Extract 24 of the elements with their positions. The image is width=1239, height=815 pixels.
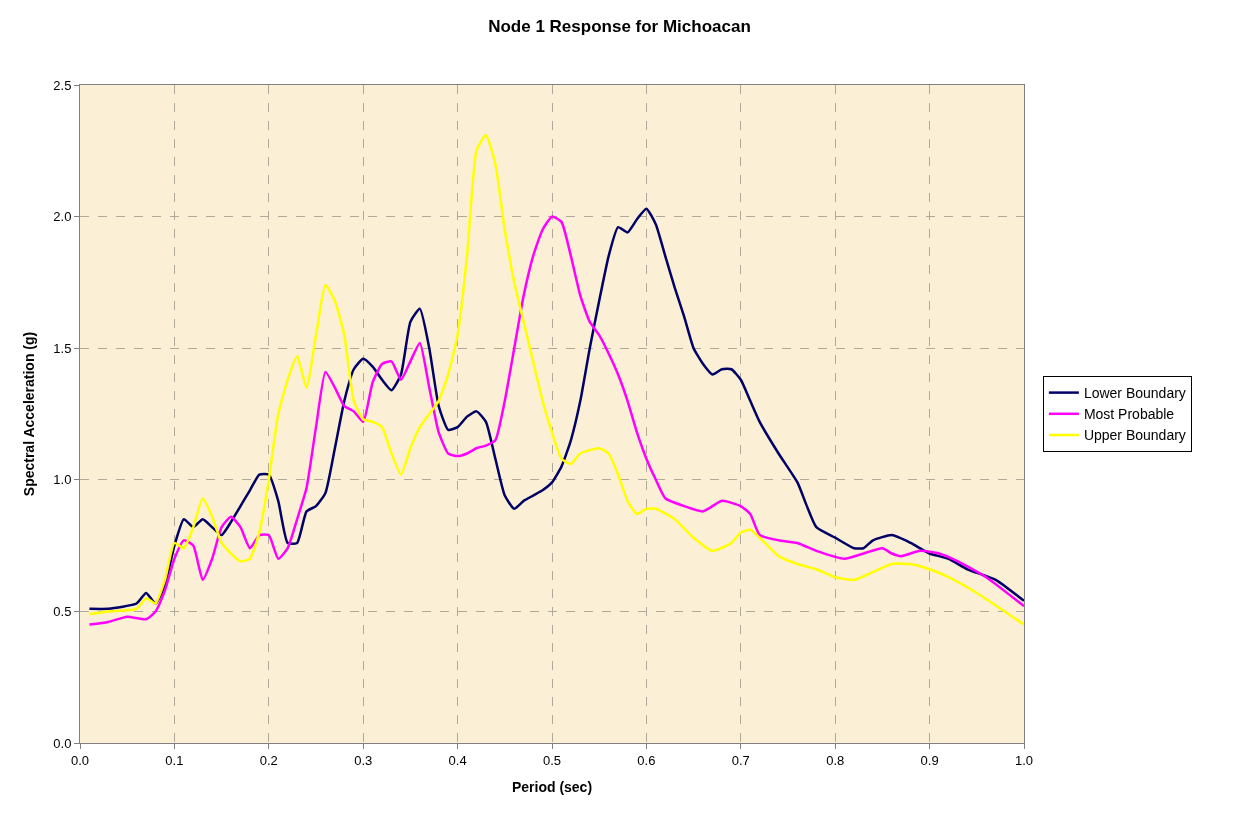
x-tick-label: 0.4: [448, 752, 467, 768]
y-tick-label: 2.0: [53, 209, 72, 225]
legend-label: Lower Boundary: [1083, 385, 1186, 402]
x-axis-title: Period (sec): [511, 778, 593, 795]
chart-title: Node 1 Response for Michoacan: [488, 17, 751, 37]
y-axis-title: Spectral Acceleration (g): [20, 331, 37, 497]
legend-label: Upper Boundary: [1083, 427, 1186, 444]
y-tick-label: 0.5: [53, 603, 72, 619]
y-tick-label: 1.0: [53, 472, 72, 488]
x-tick-label: 0.8: [826, 752, 845, 768]
x-tick-label: 0.7: [731, 752, 750, 768]
legend-label: Most Probable: [1083, 406, 1175, 423]
x-tick-label: 0.3: [354, 752, 373, 768]
x-tick-label: 1.0: [1014, 752, 1034, 768]
x-tick-label: 0.9: [920, 752, 939, 768]
line-series: [88, 133, 1024, 626]
y-tick-label: 1.5: [53, 340, 72, 356]
y-tick-label: 2.5: [53, 77, 72, 93]
x-tick-label: 0.2: [259, 752, 278, 768]
x-tick-label: 0.6: [637, 752, 656, 768]
x-tick-label: 0.0: [70, 752, 90, 768]
y-tick-label: 0.0: [53, 735, 72, 751]
x-tick-label: 0.1: [165, 752, 184, 768]
x-tick-label: 0.5: [542, 752, 562, 768]
